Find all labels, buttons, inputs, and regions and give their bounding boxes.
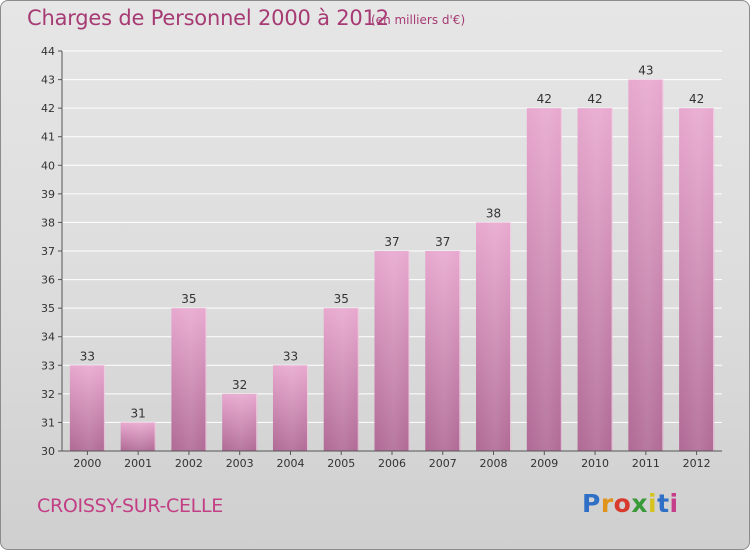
x-tick-label: 2010 bbox=[581, 457, 609, 470]
y-tick-label: 42 bbox=[41, 102, 55, 115]
x-tick-label: 2009 bbox=[530, 457, 558, 470]
y-tick-label: 31 bbox=[41, 416, 55, 429]
bar-shine bbox=[425, 251, 461, 451]
x-tick-label: 2005 bbox=[327, 457, 355, 470]
y-tick-label: 37 bbox=[41, 245, 55, 258]
labels: 30 31 32 33 34 35 36 37 38 39 40 41 42 43 44 33 2000 31 20… bbox=[41, 45, 711, 470]
bar-value-label: 31 bbox=[131, 406, 146, 420]
bar-value-label: 42 bbox=[689, 92, 704, 106]
x-tick-label: 2000 bbox=[73, 457, 101, 470]
y-tick-label: 40 bbox=[41, 159, 55, 172]
y-tick-label: 38 bbox=[41, 216, 55, 229]
bar-shine bbox=[679, 108, 715, 452]
bar-value-label: 37 bbox=[384, 235, 399, 249]
bar-shine bbox=[120, 422, 156, 451]
bar-shine bbox=[476, 222, 512, 451]
bar-value-label: 33 bbox=[80, 349, 95, 363]
bar-shine bbox=[374, 251, 410, 451]
city-name: CROISSY-SUR-CELLE bbox=[37, 495, 223, 517]
y-tick-label: 33 bbox=[41, 359, 55, 372]
bar-value-label: 42 bbox=[537, 92, 552, 106]
x-tick-label: 2012 bbox=[683, 457, 711, 470]
proxiti-logo[interactable]: Proxiti bbox=[582, 489, 679, 518]
axes bbox=[58, 50, 722, 455]
bar-value-label: 37 bbox=[435, 235, 450, 249]
y-tick-label: 30 bbox=[41, 445, 55, 458]
chart-title: Charges de Personnel 2000 à 2012 bbox=[27, 6, 389, 30]
y-tick-label: 35 bbox=[41, 302, 55, 315]
bar-shine bbox=[171, 308, 207, 451]
x-tick-label: 2002 bbox=[175, 457, 203, 470]
y-tick-label: 39 bbox=[41, 188, 55, 201]
x-tick-label: 2007 bbox=[429, 457, 457, 470]
bar-shine bbox=[323, 308, 359, 451]
bar-shine bbox=[222, 393, 258, 451]
bar-value-label: 35 bbox=[181, 292, 196, 306]
bar-shine bbox=[577, 108, 613, 452]
bar-value-label: 42 bbox=[587, 92, 602, 106]
x-tick-label: 2006 bbox=[378, 457, 406, 470]
y-tick-label: 32 bbox=[41, 388, 55, 401]
y-tick-label: 41 bbox=[41, 131, 55, 144]
x-tick-label: 2008 bbox=[480, 457, 508, 470]
x-tick-label: 2003 bbox=[226, 457, 254, 470]
bar-value-label: 32 bbox=[232, 378, 247, 392]
y-tick-label: 43 bbox=[41, 74, 55, 87]
bar-shine bbox=[272, 365, 308, 451]
x-tick-label: 2001 bbox=[124, 457, 152, 470]
bar-value-label: 38 bbox=[486, 206, 501, 220]
bar-value-label: 35 bbox=[334, 292, 349, 306]
y-tick-label: 44 bbox=[41, 45, 55, 58]
bar-shine bbox=[526, 108, 562, 452]
x-tick-label: 2004 bbox=[276, 457, 304, 470]
x-tick-label: 2011 bbox=[632, 457, 660, 470]
bar-value-label: 33 bbox=[283, 349, 298, 363]
bar-shine bbox=[69, 365, 105, 451]
chart-subtitle: (en milliers d'€) bbox=[371, 13, 466, 27]
bar-shine bbox=[628, 79, 664, 452]
y-tick-label: 36 bbox=[41, 274, 55, 287]
bar-value-label: 43 bbox=[638, 64, 653, 78]
bars bbox=[69, 79, 715, 452]
y-tick-label: 34 bbox=[41, 331, 55, 344]
